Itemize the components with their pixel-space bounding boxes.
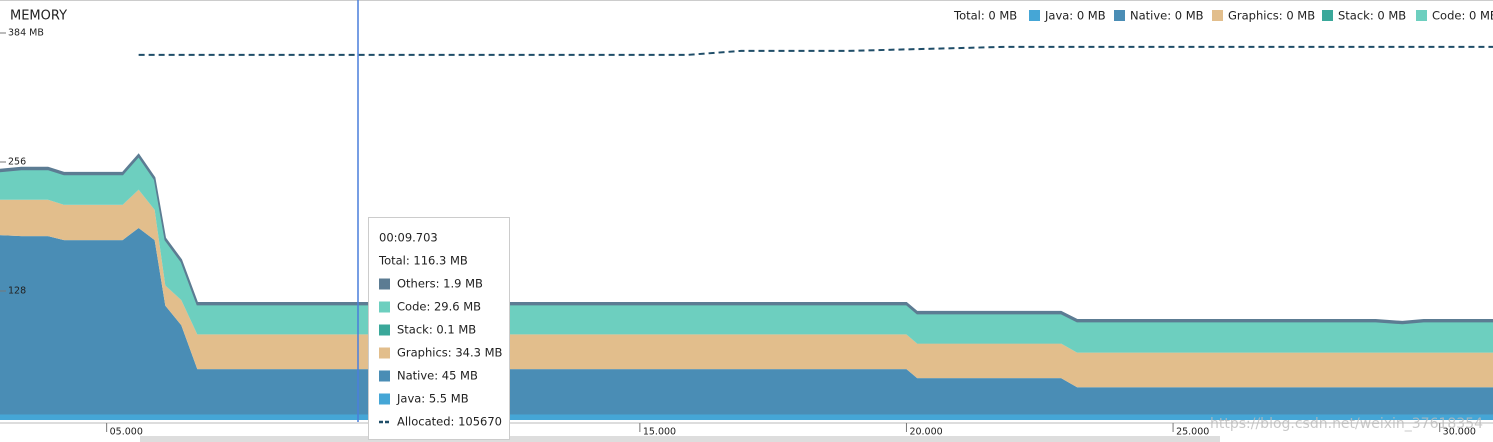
tooltip-swatch — [379, 393, 390, 405]
legend-label: Code: 0 MB — [1432, 9, 1493, 23]
tooltip-line: Stack: 0.1 MB — [397, 323, 476, 337]
legend-swatch — [1416, 10, 1427, 21]
y-tick-label: 256 — [8, 157, 26, 168]
legend-label: Total: 0 MB — [953, 9, 1017, 23]
legend-swatch — [1029, 10, 1040, 21]
legend-swatch — [1212, 10, 1223, 21]
area-segment — [0, 156, 1493, 353]
x-tick-label: 15.000 — [643, 427, 676, 438]
tooltip-line: Allocated: 105670 — [397, 415, 502, 429]
legend-label: Stack: 0 MB — [1338, 9, 1406, 23]
tooltip-line: Native: 45 MB — [397, 369, 478, 383]
tooltip-swatch — [379, 278, 390, 290]
legend-label: Graphics: 0 MB — [1228, 9, 1315, 23]
legend-swatch — [1114, 10, 1125, 21]
tooltip-time: 00:09.703 — [379, 231, 438, 245]
scrollbar[interactable] — [140, 436, 1220, 442]
tooltip-swatch — [379, 370, 390, 382]
watermark: https://blog.csdn.net/weixin_37618354 — [1210, 416, 1483, 432]
tooltip-box — [368, 217, 510, 440]
tooltip-line: Graphics: 34.3 MB — [397, 346, 502, 360]
tooltip-total: Total: 116.3 MB — [378, 254, 468, 268]
tooltip: 00:09.703 Total: 116.3 MB Others: 1.9 MB Co… — [368, 217, 510, 440]
y-tick-label: 384 MB — [8, 28, 44, 39]
legend-swatch — [1322, 10, 1333, 21]
area-segment — [0, 228, 1493, 415]
tooltip-swatch — [379, 324, 390, 336]
chart-title: MEMORY — [10, 9, 67, 24]
area-segment — [0, 153, 1493, 325]
x-tick-label: 20.000 — [909, 427, 942, 438]
legend: Total: 0 MB Java: 0 MB Native: 0 MB Graphic… — [953, 9, 1493, 23]
tooltip-line: Others: 1.9 MB — [397, 277, 483, 291]
x-tick-label: 05.000 — [110, 427, 143, 438]
tooltip-swatch — [379, 301, 390, 313]
allocated-line — [138, 45, 1493, 56]
y-tick-label: 128 — [8, 286, 26, 297]
tooltip-swatch — [379, 347, 390, 359]
legend-label: Java: 0 MB — [1044, 9, 1106, 23]
tooltip-line: Code: 29.6 MB — [397, 300, 481, 314]
tooltip-line: Java: 5.5 MB — [396, 392, 469, 406]
x-tick-label: 25.000 — [1176, 427, 1209, 438]
x-tick-label: 30.000 — [1443, 427, 1476, 438]
legend-label: Native: 0 MB — [1130, 9, 1204, 23]
